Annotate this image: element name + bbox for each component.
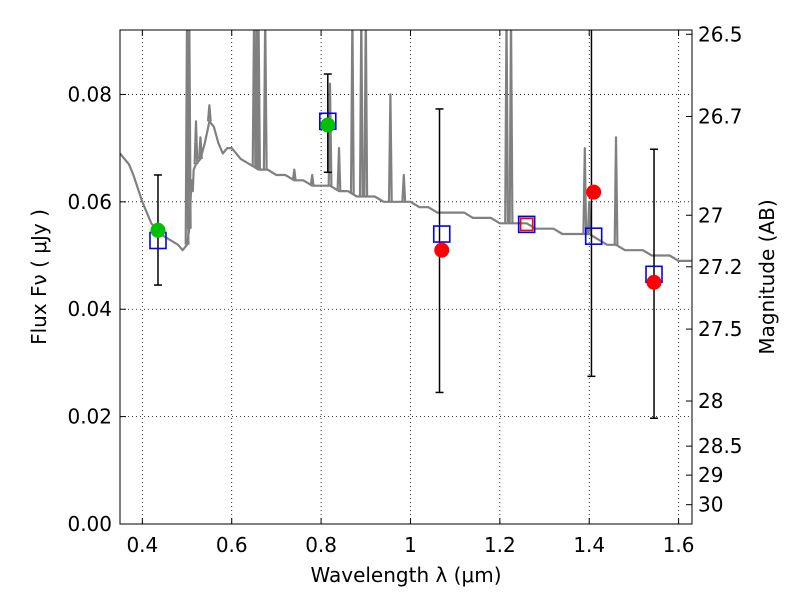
emission-line-peak (193, 120, 199, 165)
y2-tick-label: 26.5 (698, 22, 743, 46)
emission-line-peak (358, 30, 364, 197)
y2-tick-label: 27 (698, 203, 723, 227)
y2-tick-label: 28 (698, 389, 723, 413)
plot-content (120, 30, 692, 419)
model-photometry-square (432, 225, 451, 243)
x-axis-ticks: 0.4 0.6 0.8 1 1.2 1.4 1.6 (126, 30, 695, 557)
y2-tick-label: 28.5 (698, 434, 743, 458)
y2-tick-label: 27.2 (698, 255, 743, 279)
y-tick-label: 0.02 (67, 405, 112, 429)
red-data-point (586, 184, 602, 200)
x-tick-label: 1.2 (484, 533, 516, 557)
emission-line-peak (504, 30, 509, 224)
y2-tick-label: 27.5 (698, 317, 743, 341)
y2-tick-label: 30 (698, 493, 723, 517)
y2-tick-label: 29 (698, 463, 723, 487)
y2-tick-label: 26.7 (698, 104, 743, 128)
y-tick-label: 0.08 (67, 82, 112, 106)
emission-line-peak (336, 147, 342, 192)
emission-line-peak (508, 30, 514, 224)
model-photometry-highlight-square (519, 217, 534, 232)
emission-line-peak (401, 173, 407, 202)
y-axis-label: Flux Fν ( μJy ) (27, 209, 51, 345)
x-tick-label: 1 (404, 533, 417, 557)
y-axis-ticks: 0.00 0.02 0.04 0.06 0.08 (67, 82, 126, 536)
y-tick-label: 0.00 (67, 512, 112, 536)
emission-line-peak (262, 30, 268, 170)
emission-line-peak (582, 147, 588, 235)
plot-background (120, 30, 692, 524)
x-tick-label: 0.6 (216, 533, 248, 557)
emission-line-peak (186, 30, 192, 229)
emission-line-peak (363, 30, 369, 197)
red-data-point (646, 274, 662, 290)
x-tick-label: 0.4 (126, 533, 158, 557)
model-photometry-square (517, 215, 536, 234)
plot-frame (119, 29, 693, 525)
green-data-point (150, 222, 166, 238)
emission-line-peak (387, 93, 393, 202)
emission-line-peak (586, 200, 592, 235)
emission-line-peak (327, 82, 333, 186)
emission-line-peak (309, 173, 315, 186)
emission-line-peak (206, 104, 212, 122)
y-tick-label: 0.04 (67, 297, 112, 321)
y2-axis-label: Magnitude (AB) (755, 199, 779, 354)
x-tick-label: 0.8 (305, 533, 337, 557)
red-data-point (434, 242, 450, 258)
x-tick-label: 1.6 (663, 533, 695, 557)
emission-line-peak (349, 30, 355, 194)
emission-line-peak (613, 136, 619, 245)
model-photometry-square (584, 227, 603, 245)
emission-line-peak (291, 168, 297, 181)
x-axis-label: Wavelength λ (μm) (310, 563, 501, 587)
green-data-point (320, 117, 336, 133)
x-tick-label: 1.4 (573, 533, 605, 557)
emission-line-peak (198, 136, 203, 159)
model-spectrum-line (120, 120, 692, 262)
emission-line-peak (256, 30, 261, 170)
y2-axis-ticks: 26.5 26.7 27 27.2 27.5 28 28.5 29 30 (686, 22, 743, 517)
y-tick-label: 0.06 (67, 190, 112, 214)
